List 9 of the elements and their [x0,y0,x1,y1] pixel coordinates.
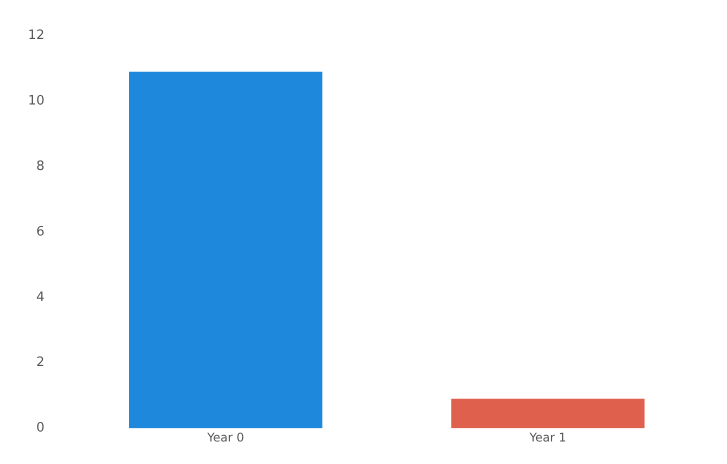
x-tick-label: Year 1 [528,430,566,445]
y-tick-label: 6 [36,224,45,240]
y-tick-label: 0 [36,420,45,436]
y-tick-label: 8 [36,158,45,174]
x-tick-label: Year 0 [206,430,244,445]
y-tick-label: 4 [36,290,45,305]
y-tick-label: 12 [28,28,45,44]
y-tick-label: 2 [36,355,45,370]
y-tick-label: 10 [28,94,45,109]
